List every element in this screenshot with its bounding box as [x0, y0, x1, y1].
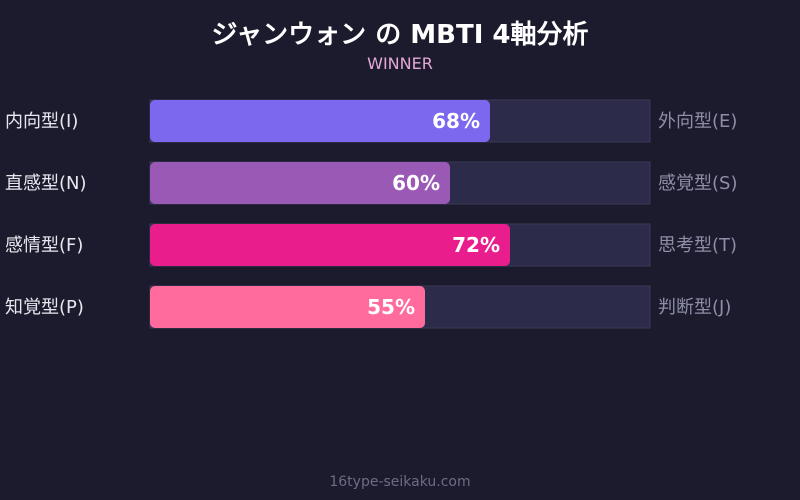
bar-fill — [150, 224, 510, 266]
bar-value-label: 72% — [452, 233, 500, 257]
bar-fill — [150, 162, 450, 204]
left-axis-label: 直感型(N) — [5, 173, 87, 194]
bar-fill — [150, 286, 425, 328]
left-axis-label: 知覚型(P) — [5, 297, 84, 318]
bar-fill — [150, 100, 490, 142]
bar-value-label: 55% — [367, 295, 415, 319]
bar-value-label: 68% — [432, 109, 480, 133]
chart-title: ジャンウォン の MBTI 4軸分析 — [211, 20, 589, 50]
footer-credit: 16type-seikaku.com — [329, 474, 471, 490]
bar-value-label: 60% — [392, 171, 440, 195]
right-axis-label: 思考型(T) — [658, 235, 737, 256]
chart-subtitle: WINNER — [367, 54, 433, 73]
right-axis-label: 感覚型(S) — [658, 173, 737, 194]
left-axis-label: 内向型(I) — [5, 111, 78, 132]
right-axis-label: 外向型(E) — [658, 111, 737, 132]
right-axis-label: 判断型(J) — [658, 297, 731, 318]
left-axis-label: 感情型(F) — [5, 235, 83, 256]
